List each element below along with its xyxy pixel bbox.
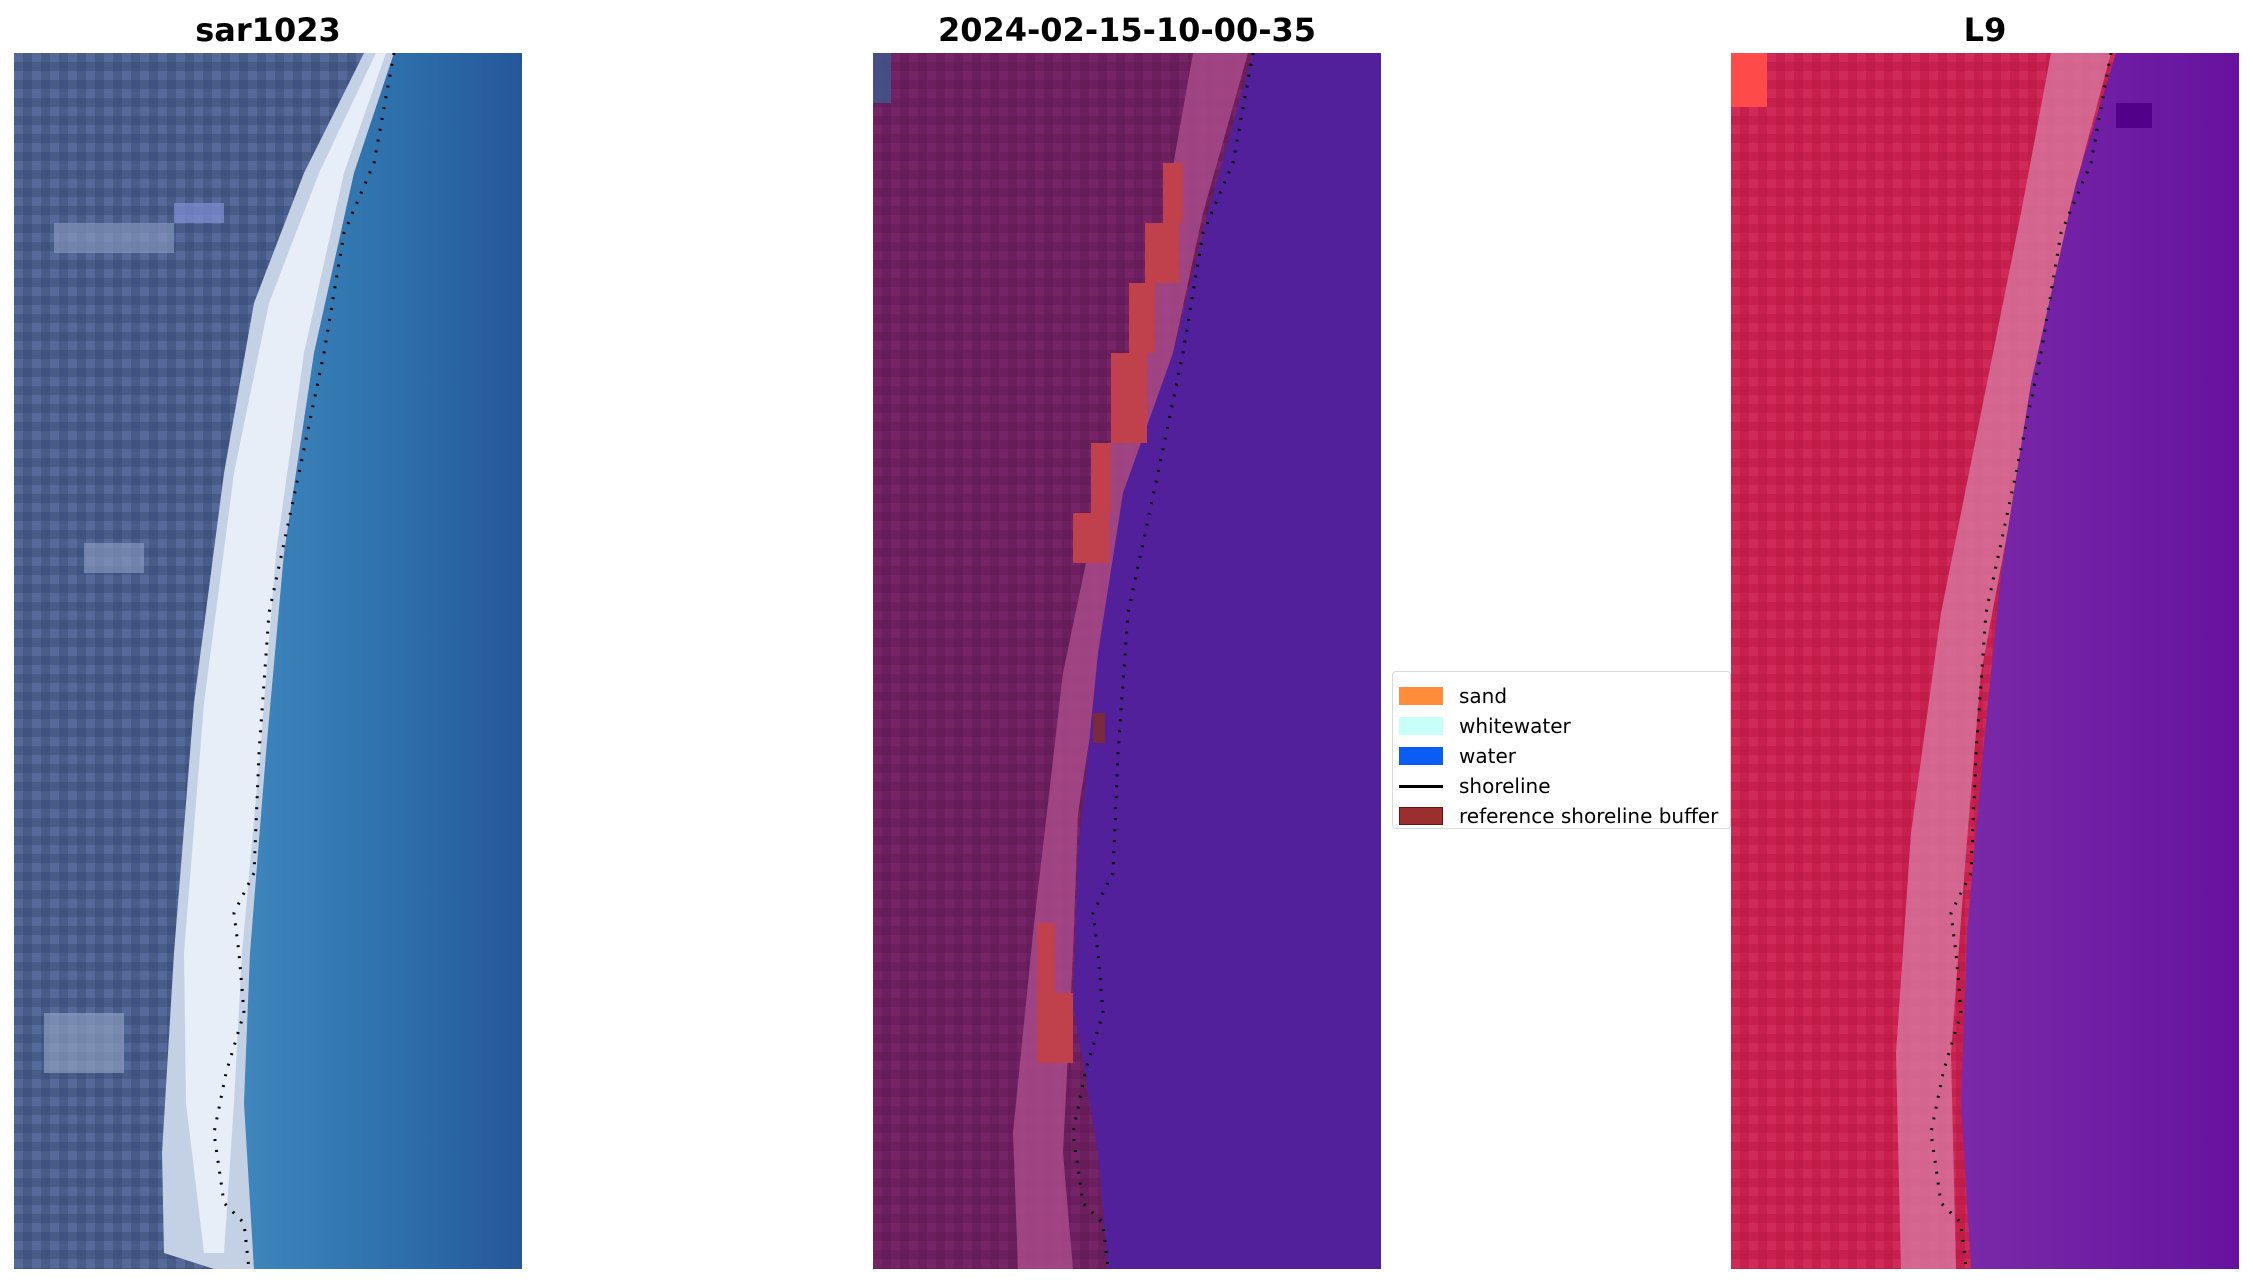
shoreline-line — [1929, 53, 2113, 1269]
legend-item-reference-buffer: reference shoreline buffer — [1399, 803, 1718, 829]
legend-line-shoreline — [1399, 784, 1443, 788]
legend-label-sand: sand — [1459, 684, 1508, 708]
legend-item-sand: sand — [1399, 683, 1507, 709]
rgb-image-panel — [14, 53, 522, 1269]
legend-label-whitewater: whitewater — [1459, 714, 1571, 738]
classified-image — [873, 53, 1381, 1269]
shoreline-line — [1071, 53, 1255, 1269]
legend-label-water: water — [1459, 744, 1516, 768]
panel-title-sar1023: sar1023 — [195, 11, 341, 49]
falsecolor-image-panel — [1731, 53, 2239, 1269]
legend: sand whitewater water shoreline referenc… — [1392, 671, 1731, 829]
legend-label-shoreline: shoreline — [1459, 774, 1551, 798]
legend-item-water: water — [1399, 743, 1516, 769]
legend-item-whitewater: whitewater — [1399, 713, 1571, 739]
legend-swatch-reference-buffer — [1399, 807, 1443, 825]
classified-image-panel — [873, 53, 1381, 1269]
legend-swatch-whitewater — [1399, 717, 1443, 735]
legend-item-shoreline: shoreline — [1399, 773, 1551, 799]
legend-swatch-water — [1399, 747, 1443, 765]
panel-title-date: 2024-02-15-10-00-35 — [937, 11, 1317, 49]
falsecolor-image — [1731, 53, 2239, 1269]
rgb-image — [14, 53, 522, 1269]
shoreline-line — [212, 53, 396, 1269]
panel-title-l9: L9 — [1963, 11, 2007, 49]
legend-swatch-sand — [1399, 687, 1443, 705]
legend-label-reference-buffer: reference shoreline buffer — [1459, 804, 1719, 828]
